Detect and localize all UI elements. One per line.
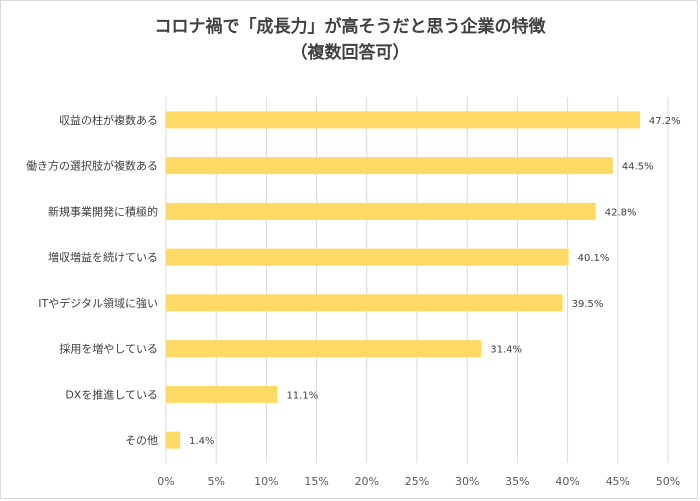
category-label: 採用を増やしている bbox=[59, 342, 158, 356]
chart-title: コロナ禍で「成長力」が高そうだと思う企業の特徴 bbox=[154, 17, 546, 37]
x-tick-label: 30% bbox=[455, 475, 479, 488]
bar bbox=[166, 340, 482, 358]
data-label: 39.5% bbox=[572, 299, 604, 310]
bar bbox=[166, 248, 569, 266]
x-tick-label: 35% bbox=[505, 475, 529, 488]
bar bbox=[166, 111, 640, 129]
x-tick-label: 45% bbox=[606, 475, 630, 488]
x-tick-label: 0% bbox=[157, 475, 174, 488]
x-tick-label: 20% bbox=[355, 475, 379, 488]
category-label: その他 bbox=[125, 434, 158, 447]
x-tick-label: 5% bbox=[207, 475, 224, 488]
data-label: 47.2% bbox=[649, 116, 681, 127]
bar bbox=[166, 202, 596, 220]
category-label: 増収増益を続けている bbox=[48, 250, 158, 264]
data-label: 1.4% bbox=[189, 436, 214, 447]
bar bbox=[166, 294, 563, 312]
x-tick-label: 10% bbox=[254, 475, 278, 488]
x-tick-label: 50% bbox=[656, 475, 680, 488]
bar bbox=[166, 431, 181, 449]
category-label: 働き方の選択肢が複数ある bbox=[26, 159, 158, 173]
category-label: 新規事業開発に積極的 bbox=[48, 204, 158, 218]
data-label: 40.1% bbox=[578, 253, 610, 264]
data-label: 31.4% bbox=[490, 345, 522, 356]
category-label: DXを推進している bbox=[65, 387, 158, 401]
chart-title-block: コロナ禍で「成長力」が高そうだと思う企業の特徴 （複数回答可） bbox=[0, 14, 700, 66]
category-label: ITやデジタル領域に強い bbox=[38, 296, 158, 310]
data-label: 11.1% bbox=[286, 390, 318, 401]
data-label: 42.8% bbox=[605, 207, 637, 218]
x-tick-label: 40% bbox=[555, 475, 579, 488]
x-tick-label: 15% bbox=[304, 475, 328, 488]
x-tick-label: 25% bbox=[405, 475, 429, 488]
bar bbox=[166, 157, 613, 175]
bar bbox=[166, 385, 278, 403]
category-label: 収益の柱が複数ある bbox=[59, 113, 158, 127]
data-label: 44.5% bbox=[622, 162, 654, 173]
chart-subtitle: （複数回答可） bbox=[290, 43, 410, 63]
